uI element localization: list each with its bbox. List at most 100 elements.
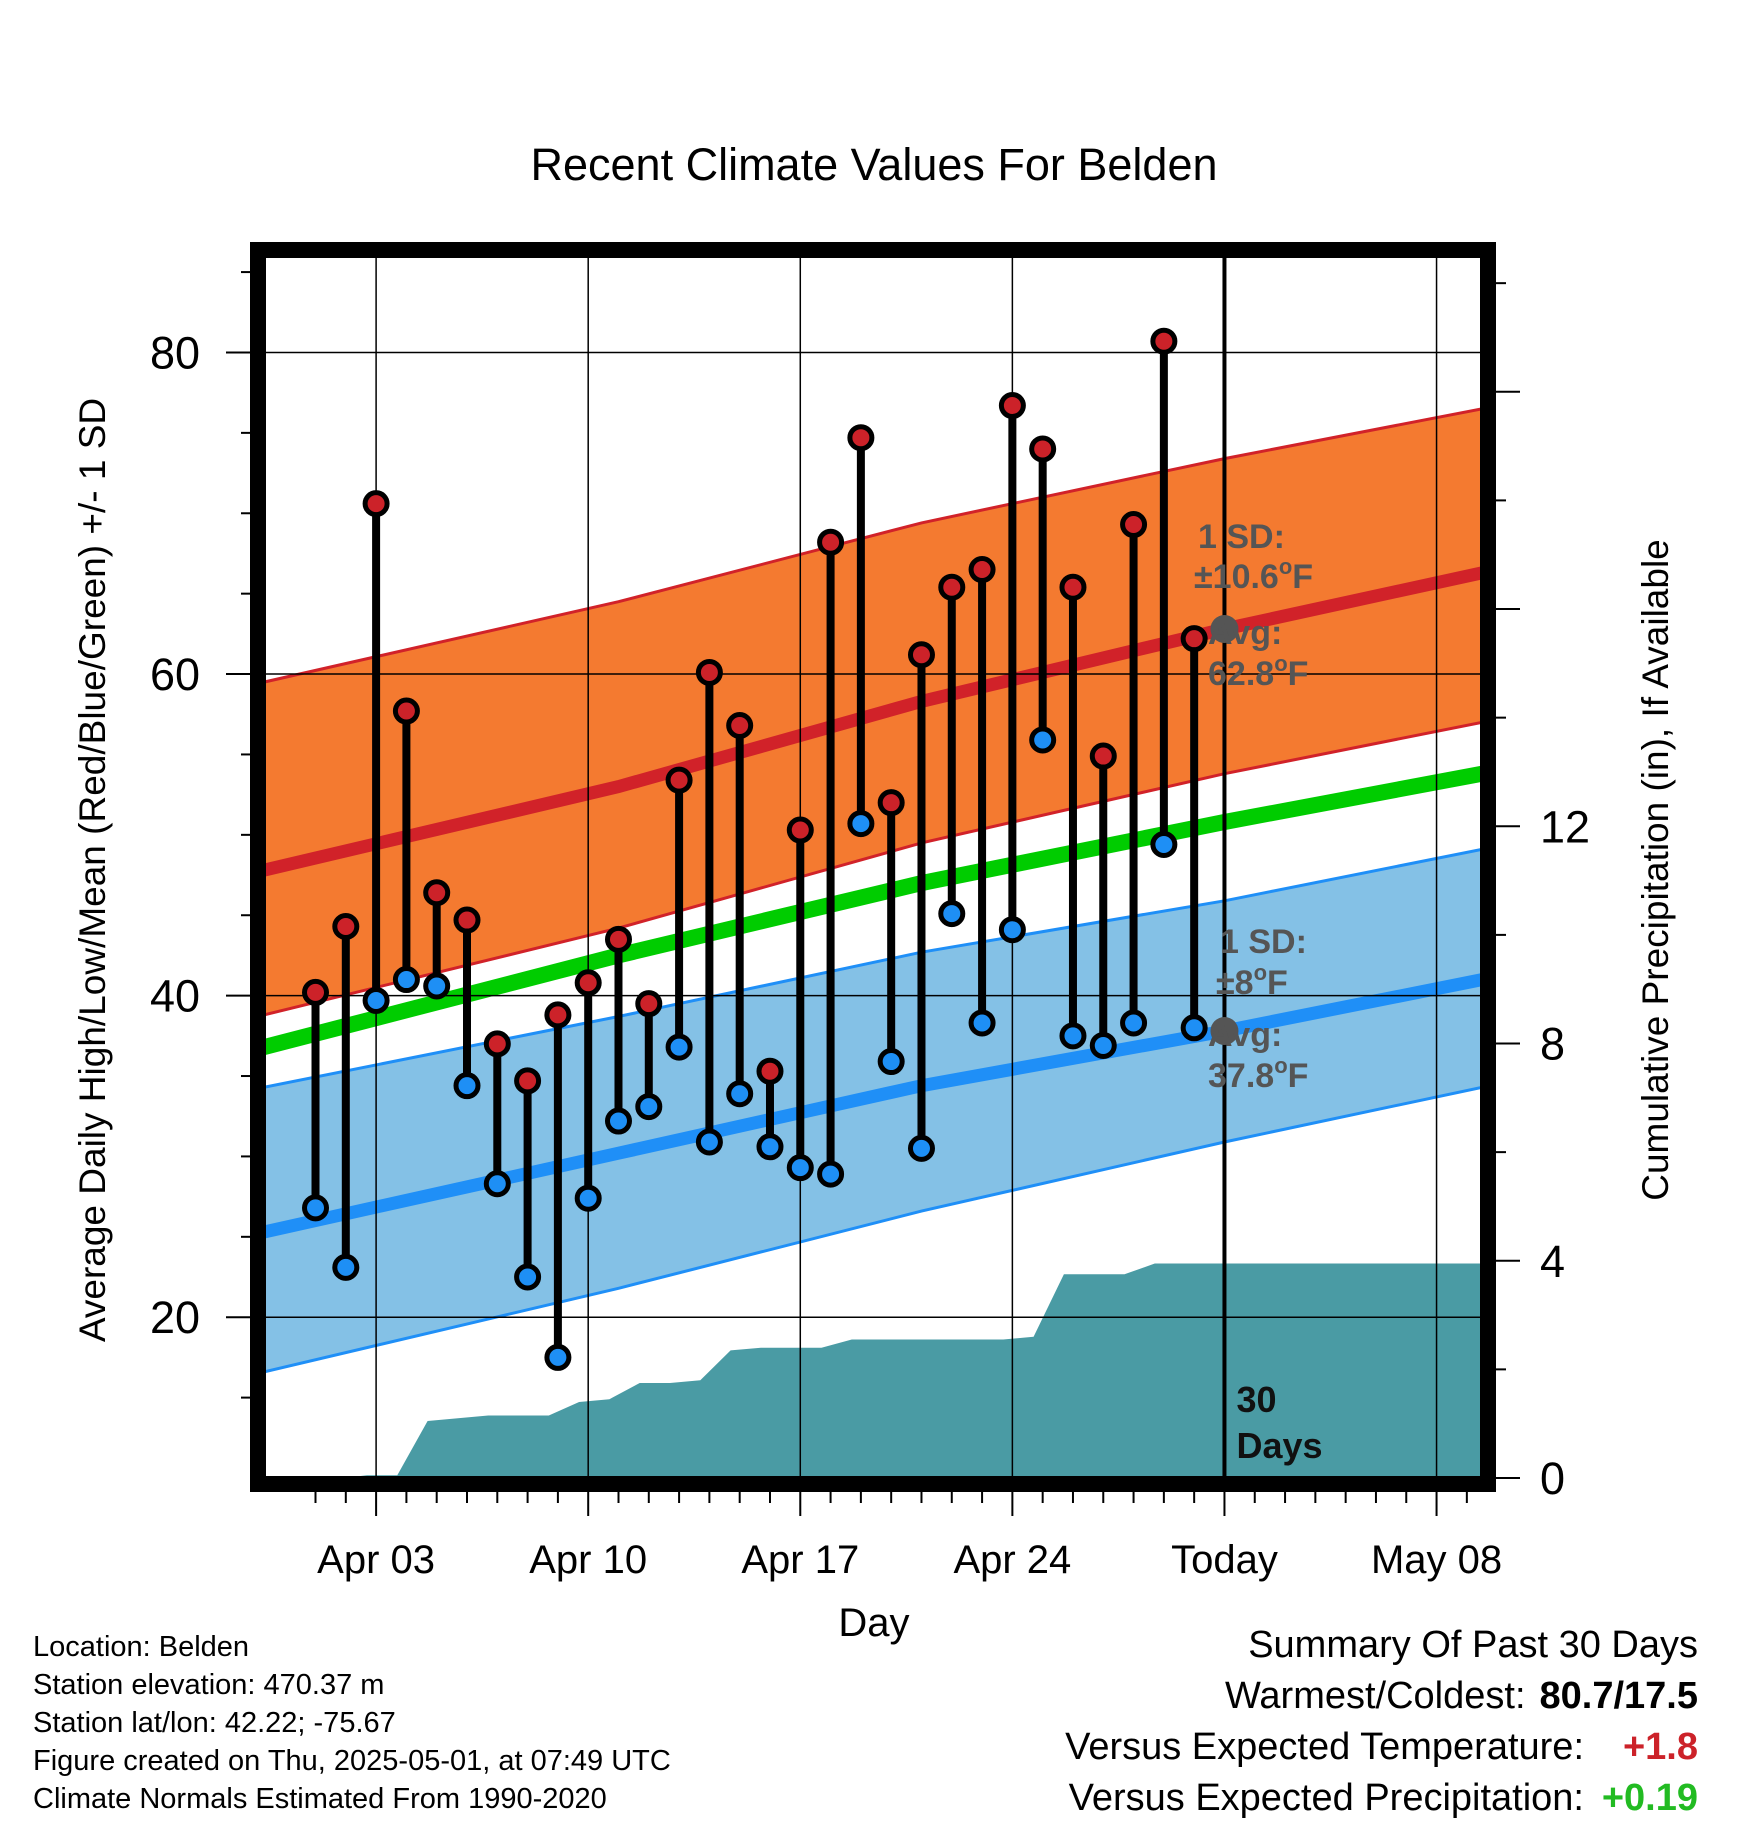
precip-label: Versus Expected Precipitation: xyxy=(1068,1777,1584,1819)
low-avg-unit: F xyxy=(1288,1057,1309,1095)
high-temp-point xyxy=(453,906,481,934)
low-temp-point xyxy=(877,1048,905,1076)
high-sd-value: ±10.6oF xyxy=(1194,554,1313,596)
high-temp-point xyxy=(1180,625,1208,653)
low-temp-point xyxy=(1059,1022,1087,1050)
summary-precip: Versus Expected Precipitation: +0.19 xyxy=(1065,1773,1698,1824)
high-temp-point xyxy=(302,978,330,1006)
y-tick-label-left: 80 xyxy=(150,327,200,378)
temp-label: Versus Expected Temperature: xyxy=(1065,1726,1584,1768)
low-temp-point xyxy=(907,1134,935,1162)
plot-frame xyxy=(250,242,1496,1492)
x-tick-label: Apr 10 xyxy=(529,1538,647,1582)
y-axis-title-right: Cumulative Precipitation (in), If Availa… xyxy=(1635,539,1676,1201)
low-sd-unit: F xyxy=(1267,964,1288,1002)
low-temp-point xyxy=(726,1080,754,1108)
high-temp-point xyxy=(604,925,632,953)
low-temp-point xyxy=(695,1128,723,1156)
low-temp-point xyxy=(604,1107,632,1135)
high-temp-point xyxy=(665,766,693,794)
high-temp-point xyxy=(1150,327,1178,355)
high-temp-point xyxy=(695,658,723,686)
high-temp-point xyxy=(483,1030,511,1058)
high-temp-point xyxy=(786,816,814,844)
low-temp-point xyxy=(756,1133,784,1161)
low-avg-title: Avg: xyxy=(1208,1016,1282,1054)
x-tick-label: Apr 03 xyxy=(317,1538,435,1582)
high-temp-point xyxy=(726,712,754,740)
y-axis-title-left: Average Daily High/Low/Mean (Red/Blue/Gr… xyxy=(72,398,113,1342)
high-avg-title: Avg: xyxy=(1208,614,1282,652)
low-temp-point xyxy=(1150,830,1178,858)
low-temp-point xyxy=(786,1154,814,1182)
low-temp-point xyxy=(968,1009,996,1037)
low-temp-point xyxy=(483,1170,511,1198)
summary-temp: Versus Expected Temperature: +1.8 xyxy=(1065,1722,1698,1773)
y-tick-label-left: 20 xyxy=(150,1292,200,1343)
high-avg-value: 62.8oF xyxy=(1208,651,1308,693)
high-temp-point xyxy=(544,1001,572,1029)
today-days-label: 30 xyxy=(1236,1379,1276,1420)
low-temp-point xyxy=(362,986,390,1014)
low-temp-point xyxy=(665,1033,693,1061)
low-avg-degree: o xyxy=(1274,1053,1287,1078)
high-sd-unit: F xyxy=(1292,558,1313,596)
high-temp-point xyxy=(362,490,390,518)
summary-title: Summary Of Past 30 Days xyxy=(1248,1624,1698,1666)
high-temp-point xyxy=(1120,511,1148,539)
low-temp-point xyxy=(453,1072,481,1100)
high-sd-title: 1 SD: xyxy=(1198,518,1285,556)
low-temp-point xyxy=(938,900,966,928)
high-temp-point xyxy=(1089,742,1117,770)
high-temp-point xyxy=(847,424,875,452)
summary-warm-cold: Warmest/Coldest: 80.7/17.5 xyxy=(1065,1671,1698,1722)
low-sd-degree: o xyxy=(1254,960,1267,985)
station-info: Location: Belden Station elevation: 470.… xyxy=(33,1628,671,1818)
high-avg-unit: F xyxy=(1288,655,1309,693)
high-sd-degree: o xyxy=(1279,554,1292,579)
low-temp-point xyxy=(998,916,1026,944)
low-temp-point xyxy=(817,1160,845,1188)
temp-value: +1.8 xyxy=(1622,1726,1698,1768)
y-tick-label-right: 8 xyxy=(1540,1019,1565,1070)
high-temp-point xyxy=(514,1067,542,1095)
low-avg-marker xyxy=(1210,1017,1239,1046)
high-temp-point xyxy=(574,969,602,997)
x-tick-label: Today xyxy=(1171,1538,1278,1582)
y-tick-label-left: 40 xyxy=(150,971,200,1022)
low-temp-point xyxy=(302,1194,330,1222)
high-temp-point xyxy=(392,697,420,725)
warm-cold-value: 80.7/17.5 xyxy=(1539,1675,1698,1717)
low-sd-band xyxy=(264,849,1482,1372)
high-temp-point xyxy=(968,556,996,584)
y-tick-label-right: 4 xyxy=(1540,1236,1565,1287)
low-temp-point xyxy=(574,1184,602,1212)
created-text: Figure created on Thu, 2025-05-01, at 07… xyxy=(33,1745,671,1777)
x-tick-label: Apr 17 xyxy=(741,1538,859,1582)
today-days-label: Days xyxy=(1236,1425,1322,1466)
low-temp-point xyxy=(392,966,420,994)
x-axis-title: Day xyxy=(838,1601,909,1645)
high-temp-point xyxy=(1059,573,1087,601)
y-tick-label-left: 60 xyxy=(150,649,200,700)
y-tick-label-right: 0 xyxy=(1540,1453,1565,1504)
low-sd-title: 1 SD: xyxy=(1220,923,1307,961)
high-avg-degree: o xyxy=(1274,651,1287,676)
low-temp-point xyxy=(514,1263,542,1291)
x-tick-label: Apr 24 xyxy=(953,1538,1071,1582)
precip-value: +0.19 xyxy=(1601,1777,1698,1819)
chart-title: Recent Climate Values For Belden xyxy=(531,139,1218,190)
low-temp-point xyxy=(1180,1014,1208,1042)
warm-cold-label: Warmest/Coldest: xyxy=(1224,1675,1526,1717)
low-temp-point xyxy=(847,810,875,838)
low-temp-point xyxy=(635,1093,663,1121)
low-avg-value: 37.8oF xyxy=(1208,1053,1308,1095)
y-tick-label-right: 12 xyxy=(1540,801,1590,852)
low-temp-point xyxy=(1120,1009,1148,1037)
low-temp-point xyxy=(544,1343,572,1371)
low-temp-point xyxy=(332,1253,360,1281)
high-temp-point xyxy=(756,1057,784,1085)
high-sd-upper-line xyxy=(264,407,1482,684)
high-temp-point xyxy=(423,879,451,907)
low-sd-lower-line xyxy=(264,1085,1482,1374)
